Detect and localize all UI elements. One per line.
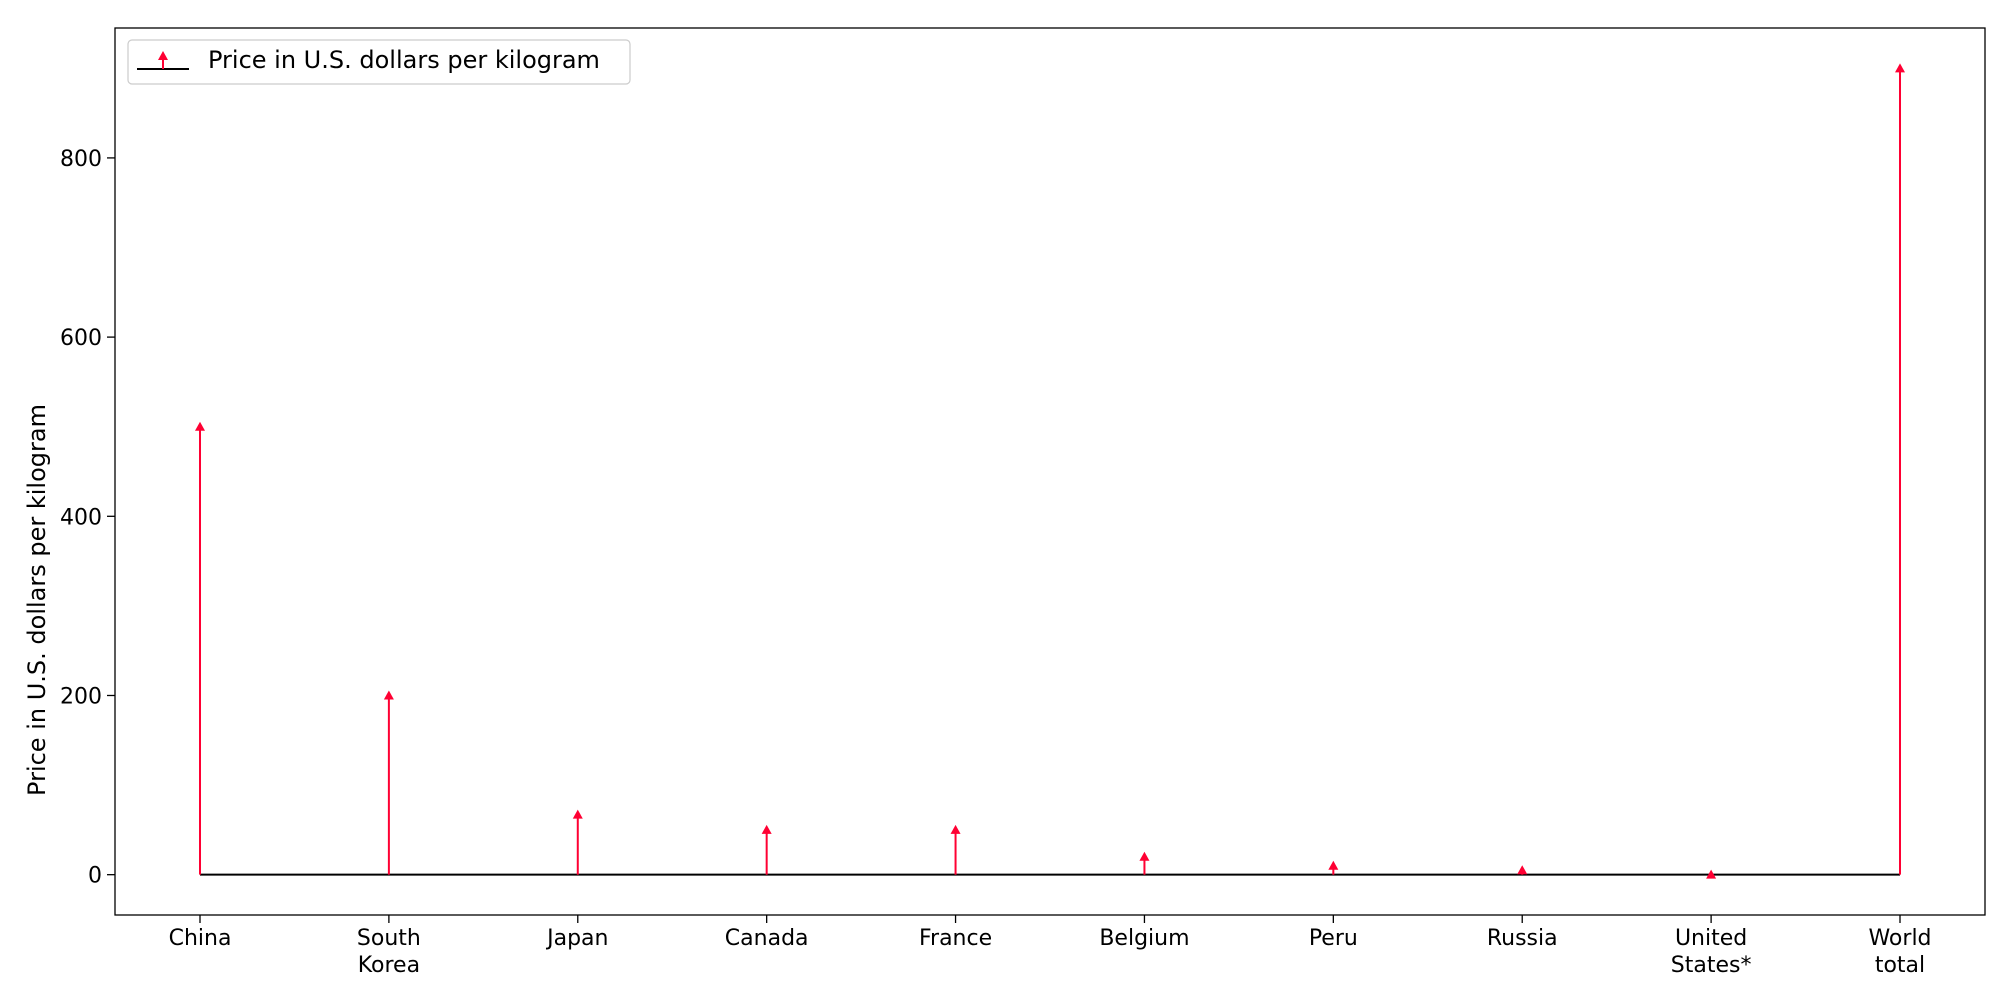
x-tick-label: South Korea	[357, 926, 421, 978]
x-tick-label: Belgium	[1099, 926, 1189, 951]
legend-label: Price in U.S. dollars per kilogram	[208, 46, 600, 74]
stem-marker	[383, 690, 394, 700]
x-axis-ticks: China South Korea Japan Canada France Belgium P…	[169, 915, 1932, 978]
stem-marker	[572, 809, 583, 819]
x-tick-label: Japan	[545, 926, 608, 951]
stem-marker	[761, 824, 772, 834]
stem-marker	[1895, 63, 1905, 73]
x-tick-label: France	[919, 926, 992, 951]
x-tick-label: Canada	[725, 926, 809, 951]
y-tick-label: 400	[60, 505, 102, 530]
stem-marker	[195, 421, 205, 431]
y-tick-label: 200	[60, 684, 102, 709]
stem-marker	[1328, 860, 1339, 870]
y-tick-label: 0	[88, 864, 102, 889]
x-tick-label: United States*	[1671, 926, 1752, 978]
plot-background	[115, 28, 1985, 915]
y-axis-label: Price in U.S. dollars per kilogram	[23, 404, 51, 796]
stems	[195, 63, 1905, 879]
stem-marker	[950, 824, 961, 834]
stem-marker	[1139, 851, 1150, 861]
plot-frame	[114, 27, 1986, 916]
x-tick-label: Peru	[1309, 926, 1358, 951]
stem-marker	[1706, 869, 1717, 879]
x-tick-label: Russia	[1487, 926, 1558, 951]
x-tick-label: World total	[1868, 926, 1931, 978]
legend-frame	[127, 39, 631, 85]
y-axis-ticks: 0 200 400 600 800	[60, 147, 115, 889]
x-tick-label: China	[169, 926, 232, 951]
stem-marker	[1517, 865, 1528, 875]
y-tick-label: 800	[60, 147, 102, 172]
legend-marker-swatch	[158, 51, 168, 60]
y-tick-label: 600	[60, 326, 102, 351]
legend: Price in U.S. dollars per kilogram	[127, 39, 631, 85]
